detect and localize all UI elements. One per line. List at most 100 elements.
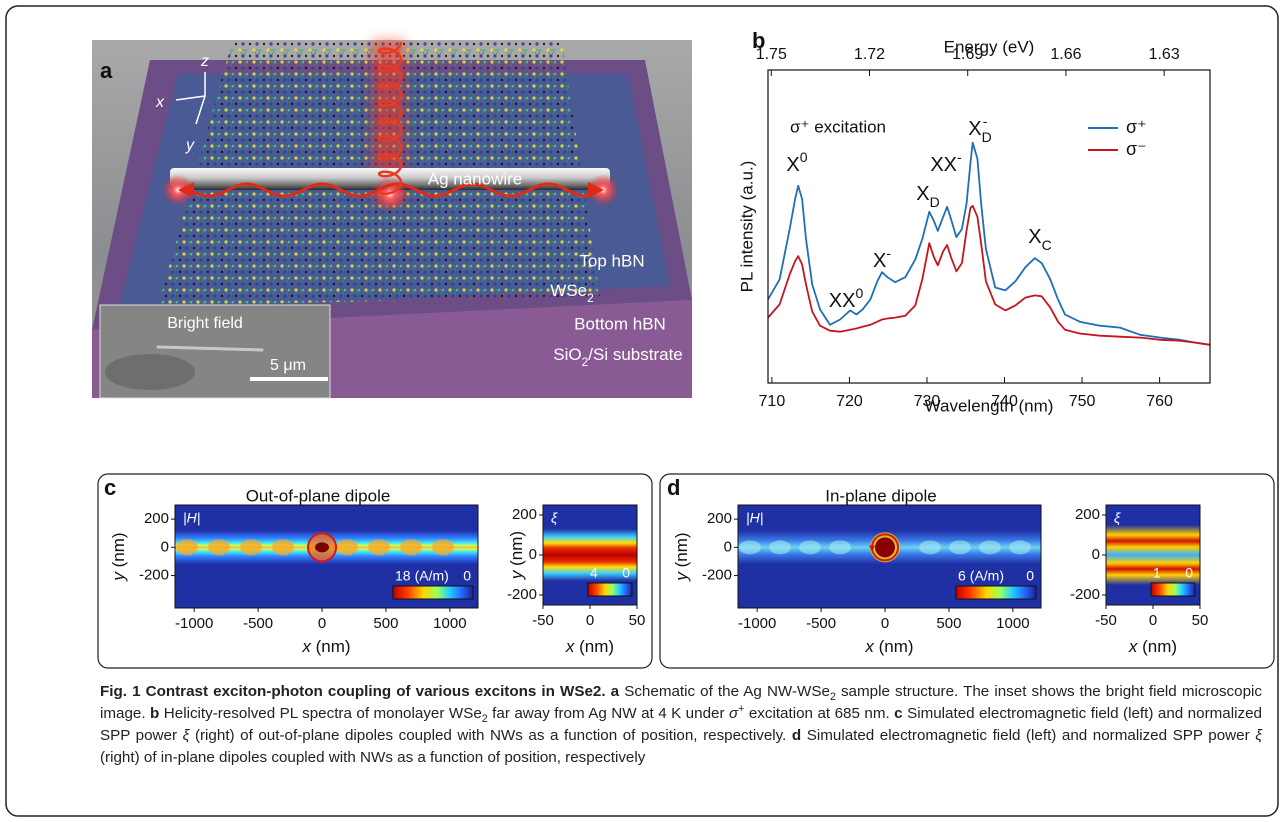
x-tick-label: 0: [881, 615, 889, 632]
field-label: ξ: [1114, 510, 1121, 526]
text-part: -: [983, 113, 988, 129]
text-part: -: [886, 245, 891, 261]
y-tick-label: 0: [1092, 546, 1100, 563]
x-tick-label: 760: [1146, 393, 1173, 410]
x-tick-label: -500: [806, 615, 836, 632]
field-lobe: [829, 540, 851, 555]
caption-title: Fig. 1 Contrast exciton-photon coupling …: [100, 683, 606, 700]
axis-name: y: [185, 137, 195, 154]
spectrum-line: [767, 204, 1211, 346]
x-tick-label: 0: [318, 615, 326, 632]
y-tick-label: 200: [144, 510, 169, 527]
field-lobe: [176, 539, 198, 556]
arrow-head: [178, 182, 194, 198]
caption-sup: +: [738, 702, 745, 715]
peak-label: XX0: [829, 285, 864, 313]
x-tick-label: 1000: [433, 615, 466, 632]
colorbar: [392, 585, 474, 600]
caption-sub: 2: [829, 691, 836, 704]
spectrum-line: [767, 141, 1211, 346]
text-part: (nm): [574, 637, 614, 656]
y-tick-label: 200: [707, 510, 732, 527]
colorbar-min: 0: [463, 568, 471, 584]
text-part: (nm): [1137, 637, 1177, 656]
caption-text: Schematic of the Ag NW-WSe: [619, 683, 830, 700]
panel-label: b: [752, 28, 765, 53]
peak-label: X-: [873, 245, 891, 273]
field-lobe: [432, 539, 454, 556]
x-tick-label: 0: [1149, 612, 1157, 629]
layer-label: Bottom hBN: [574, 314, 666, 333]
x-axis-title: x (nm): [1128, 637, 1177, 656]
x2-tick-label: 1.63: [1149, 46, 1180, 63]
text-part: XX: [829, 290, 856, 312]
x2-tick-label: 1.75: [756, 46, 787, 63]
text-part: D: [930, 194, 940, 210]
colorbar-min: 0: [622, 565, 630, 581]
x-tick-label: 710: [759, 393, 786, 410]
text-part: (nm): [311, 637, 351, 656]
nanowire-label: Ag nanowire: [428, 169, 523, 188]
y-tick-label: -200: [507, 586, 537, 603]
caption-symbol: ξ: [1255, 727, 1263, 744]
annotation: σ⁺ excitation: [790, 117, 886, 136]
x2-tick-label: 1.69: [952, 46, 983, 63]
text-part: (nm): [874, 637, 914, 656]
y-tick-label: 0: [161, 538, 169, 555]
field-lobe: [272, 539, 294, 556]
caption-panel-key: d: [791, 727, 802, 744]
arrow-head: [588, 182, 604, 198]
colorbar: [955, 585, 1037, 600]
x-axis-title: x (nm): [301, 637, 350, 656]
x-tick-label: 1000: [996, 615, 1029, 632]
caption-text: excitation at 685 nm.: [744, 705, 895, 722]
x-tick-label: -500: [243, 615, 273, 632]
panel-d-frame: [659, 473, 1275, 669]
axis-arrow: [175, 95, 206, 101]
x-tick-label: 740: [991, 393, 1018, 410]
x-axis-title: x (nm): [565, 637, 614, 656]
caption-text: Helicity-resolved PL spectra of monolaye…: [159, 705, 482, 722]
inset-nanowire: [156, 345, 264, 352]
caption-sub: 2: [481, 713, 488, 726]
x-tick-label: 730: [914, 393, 941, 410]
x-axis-title: x (nm): [864, 637, 913, 656]
caption-text: (right) of out-of-plane dipoles coupled …: [189, 727, 792, 744]
dipole: [315, 542, 330, 553]
axis-arrow: [195, 95, 206, 125]
text-part: x: [864, 637, 874, 656]
field-lobe: [799, 540, 821, 555]
peak-label: XX-: [930, 149, 962, 177]
dipole-ring: [307, 532, 338, 563]
field-lobe: [769, 540, 791, 555]
y-tick-label: 0: [724, 538, 732, 555]
y-tick-label: -200: [702, 567, 732, 584]
schematic: a z x y Ag nanowire Top hBN WSe2 Bottom …: [92, 40, 692, 399]
field-lobe: [400, 539, 422, 556]
text-part: x: [1128, 637, 1138, 656]
caption-text: (right) of in-plane dipoles coupled with…: [100, 749, 646, 766]
x-tick-label: 720: [836, 393, 863, 410]
x-tick-label: 750: [1069, 393, 1096, 410]
text-part: C: [1042, 237, 1052, 253]
y-tick-label: -200: [1070, 586, 1100, 603]
colorbar-unit: (A/m): [415, 568, 449, 584]
caption-text: sample structure. The inset shows the br…: [100, 683, 1262, 722]
x2-tick-label: 1.66: [1050, 46, 1081, 63]
x2-tick-label: 1.72: [854, 46, 885, 63]
peak-label: XD: [916, 183, 939, 209]
axis-name: x: [155, 94, 165, 111]
panel-c-frame: [97, 473, 653, 669]
x-tick-label: 50: [1192, 612, 1209, 629]
text-part: 0: [800, 149, 808, 165]
y-axis-title: y (nm): [109, 532, 128, 581]
field-lobe: [208, 539, 230, 556]
text-part: XX: [930, 154, 957, 176]
helix: [377, 41, 403, 196]
text-part: 0: [855, 285, 863, 301]
colorbar-min: 0: [1185, 565, 1193, 581]
caption-text: far away from Ag NW at 4 K under: [487, 705, 729, 722]
text-part: X: [786, 154, 799, 176]
